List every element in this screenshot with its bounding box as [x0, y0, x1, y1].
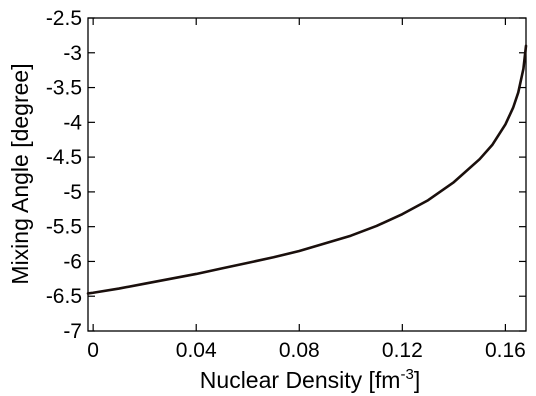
- y-tick-label: -5: [63, 181, 82, 204]
- y-axis-label: Mixing Angle [degree]: [7, 63, 33, 284]
- x-tick-labels: 0 0.04 0.08 0.12 0.16: [87, 339, 526, 362]
- y-tick-label: -4: [63, 111, 82, 134]
- x-tick-label: 0.04: [176, 339, 217, 362]
- y-tick-labels: -2.5 -3 -3.5 -4 -4.5 -5 -5.5 -6 -6.5 -7: [46, 7, 82, 343]
- y-tick-label: -6: [63, 250, 82, 273]
- series-line: [86, 44, 528, 295]
- y-tick-label: -3: [63, 42, 82, 65]
- x-tick-label: 0.12: [382, 339, 423, 362]
- y-tick-label: -2.5: [46, 7, 82, 30]
- y-tick-label: -7: [63, 320, 82, 343]
- plot-frame: [87, 17, 527, 332]
- x-tick-label: 0.16: [485, 339, 526, 362]
- y-tick-label: -5.5: [46, 216, 82, 239]
- x-axis-label: Nuclear Density [fm-3]: [200, 366, 420, 393]
- y-tick-label: -4.5: [46, 146, 82, 169]
- x-tick-label: 0: [87, 339, 99, 362]
- y-tick-label: -3.5: [46, 77, 82, 100]
- x-tick-label: 0.08: [279, 339, 320, 362]
- axis-ticks: [88, 17, 526, 332]
- y-tick-label: -6.5: [46, 285, 82, 308]
